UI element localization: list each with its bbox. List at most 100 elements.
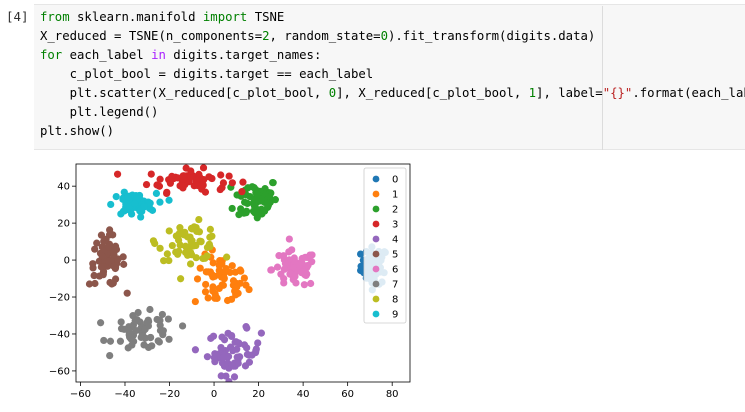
data-point-8 <box>195 228 204 236</box>
data-point-9 <box>165 196 173 204</box>
data-point-1 <box>204 294 212 302</box>
y-tick-label: 20 <box>57 219 70 230</box>
data-point-3 <box>153 181 161 189</box>
data-point-8 <box>203 243 212 252</box>
data-point-5 <box>111 275 120 283</box>
data-point-6 <box>292 279 300 287</box>
data-point-5 <box>97 263 105 271</box>
x-tick-label: −40 <box>114 389 135 400</box>
data-point-6 <box>300 281 308 289</box>
data-point-4 <box>233 353 241 361</box>
data-point-9 <box>112 192 120 201</box>
data-point-7 <box>141 334 149 342</box>
data-point-1 <box>209 259 217 267</box>
data-point-8 <box>165 227 173 235</box>
data-point-1 <box>193 275 202 283</box>
data-point-5 <box>104 243 113 251</box>
data-point-2 <box>244 184 252 192</box>
legend-marker-6 <box>372 265 380 273</box>
data-point-8 <box>165 256 173 265</box>
data-point-8 <box>163 250 171 258</box>
data-point-1 <box>191 297 199 306</box>
data-point-3 <box>225 172 233 180</box>
data-point-5 <box>98 252 106 260</box>
x-tick-label: 80 <box>386 389 399 400</box>
data-point-9 <box>140 202 148 211</box>
x-tick-label: 40 <box>297 389 310 400</box>
legend-label-0: 0 <box>392 175 398 186</box>
data-point-5 <box>110 251 118 259</box>
y-tick-label: −20 <box>49 293 70 304</box>
legend-marker-3 <box>372 220 380 228</box>
data-point-8 <box>160 257 168 265</box>
data-point-5 <box>111 264 119 273</box>
data-point-4 <box>219 353 227 361</box>
data-point-5 <box>91 279 99 288</box>
data-point-4 <box>243 324 251 332</box>
data-point-8 <box>176 224 184 232</box>
x-tick-label: −60 <box>70 389 91 400</box>
data-point-4 <box>218 359 226 367</box>
data-point-1 <box>215 266 223 275</box>
data-point-1 <box>218 260 226 268</box>
legend-label-7: 7 <box>392 280 398 291</box>
data-point-8 <box>186 260 195 268</box>
data-point-1 <box>229 277 238 285</box>
scatter-chart: −60 −40 −20 0 20 40 60 80 40 20 0 −20 −40 −60 0 1 2 3 4 5 6 7… <box>49 163 411 400</box>
data-point-1 <box>213 294 221 302</box>
legend-label-4: 4 <box>392 235 398 246</box>
data-point-4 <box>191 346 200 354</box>
data-point-1 <box>234 289 242 297</box>
data-points <box>85 164 389 382</box>
data-point-4 <box>218 333 226 341</box>
data-point-4 <box>211 350 219 358</box>
y-tick-label: 40 <box>57 182 70 193</box>
code-token: 1 <box>528 86 537 100</box>
data-point-8 <box>197 237 205 246</box>
data-point-9 <box>124 193 132 201</box>
data-point-8 <box>156 244 164 252</box>
y-tick-label: −40 <box>49 329 70 340</box>
code-token: digits.target_names: <box>165 48 322 62</box>
data-point-7 <box>117 318 125 326</box>
data-point-7 <box>143 318 151 327</box>
data-point-2 <box>241 198 249 206</box>
code-token: 0 <box>380 29 388 43</box>
data-point-4 <box>243 344 251 352</box>
data-point-3 <box>199 164 208 172</box>
data-point-8 <box>199 254 207 263</box>
code-editor[interactable] <box>34 4 745 150</box>
data-point-7 <box>134 308 142 317</box>
data-point-1 <box>228 262 236 270</box>
data-point-1 <box>222 265 230 273</box>
data-point-5 <box>93 239 101 247</box>
data-point-6 <box>300 268 308 277</box>
plot-frame <box>75 163 411 383</box>
data-point-8 <box>223 253 231 261</box>
data-point-7 <box>159 327 167 335</box>
data-point-2 <box>228 204 236 213</box>
data-point-7 <box>156 321 164 329</box>
data-point-3 <box>186 173 195 181</box>
data-point-5 <box>89 264 97 272</box>
code-token: 0 <box>328 86 337 100</box>
data-point-5 <box>99 271 107 279</box>
data-point-7 <box>126 333 134 341</box>
data-point-9 <box>131 199 139 208</box>
data-point-1 <box>209 273 217 281</box>
code-token: sklearn.manifold <box>69 10 203 24</box>
data-point-1 <box>196 264 204 272</box>
data-point-8 <box>168 241 176 250</box>
code-text[interactable]: from sklearn.manifold import TSNE X_redu… <box>40 8 745 141</box>
data-point-6 <box>291 272 299 280</box>
data-point-5 <box>91 245 99 253</box>
data-point-7 <box>140 341 148 349</box>
data-point-4 <box>229 347 237 355</box>
data-point-6 <box>281 259 290 268</box>
data-point-8 <box>206 225 214 233</box>
data-point-7 <box>131 317 139 325</box>
data-point-1 <box>240 274 248 282</box>
code-token: plt.show() <box>40 124 115 138</box>
data-point-6 <box>307 279 315 288</box>
legend-marker-2 <box>372 205 380 213</box>
